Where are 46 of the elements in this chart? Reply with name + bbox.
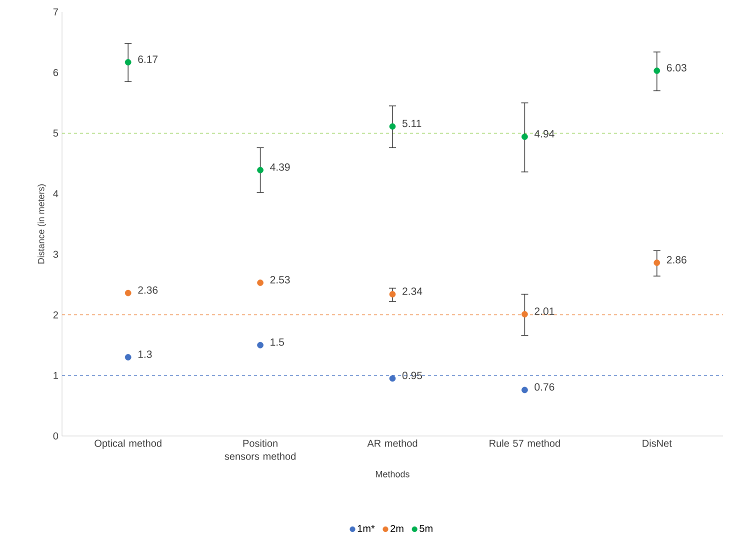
y-tick-label: 5	[53, 130, 58, 137]
data-label: 2.53	[270, 276, 290, 284]
point	[389, 375, 396, 382]
point	[654, 260, 660, 266]
x-tick-label: Position sensors method	[224, 440, 296, 460]
point	[257, 342, 264, 348]
point	[257, 280, 264, 286]
point	[654, 68, 660, 74]
data-label: 2.34	[402, 288, 422, 295]
point	[521, 311, 528, 318]
x-tick-label: DisNet	[642, 440, 672, 447]
point	[257, 166, 264, 174]
data-label: 1.3	[138, 350, 152, 358]
data-label: 4.39	[270, 163, 290, 171]
y-tick-label: 0	[53, 432, 58, 440]
y-tick-label: 7	[53, 8, 58, 16]
point	[389, 291, 396, 298]
legend-label: 2m	[390, 524, 404, 532]
y-tick-label: 2	[53, 311, 58, 318]
data-label: 2.36	[138, 286, 158, 294]
data-label: 6.17	[138, 56, 158, 63]
y-tick-label: 4	[53, 190, 58, 198]
y-tick-label: 3	[53, 250, 58, 258]
data-label: 5.11	[402, 120, 422, 128]
data-label: 0.95	[402, 372, 422, 380]
data-label: 2.86	[666, 256, 686, 264]
point	[124, 354, 132, 360]
point	[124, 59, 132, 66]
y-axis-title: Distance (in meters)	[38, 184, 46, 264]
point	[521, 134, 528, 140]
data-label: 1.5	[270, 338, 284, 346]
point	[521, 386, 528, 394]
legend-label: 1m*	[358, 525, 375, 532]
x-tick-label: Optical method	[94, 440, 162, 449]
point	[389, 123, 396, 130]
x-tick-label: AR method	[367, 440, 418, 447]
data-label: 6.03	[666, 64, 686, 72]
x-axis-title: Methods	[376, 470, 410, 478]
point	[124, 290, 132, 296]
x-tick-label: Rule 57 method	[490, 440, 560, 447]
y-tick-label: 1	[54, 372, 58, 379]
data-label: 4.94	[534, 130, 554, 138]
y-tick-label: 6	[53, 69, 58, 76]
legend-label: 5m	[420, 525, 432, 532]
data-label: 2.01	[534, 308, 554, 315]
data-label: 0.76	[534, 383, 554, 391]
